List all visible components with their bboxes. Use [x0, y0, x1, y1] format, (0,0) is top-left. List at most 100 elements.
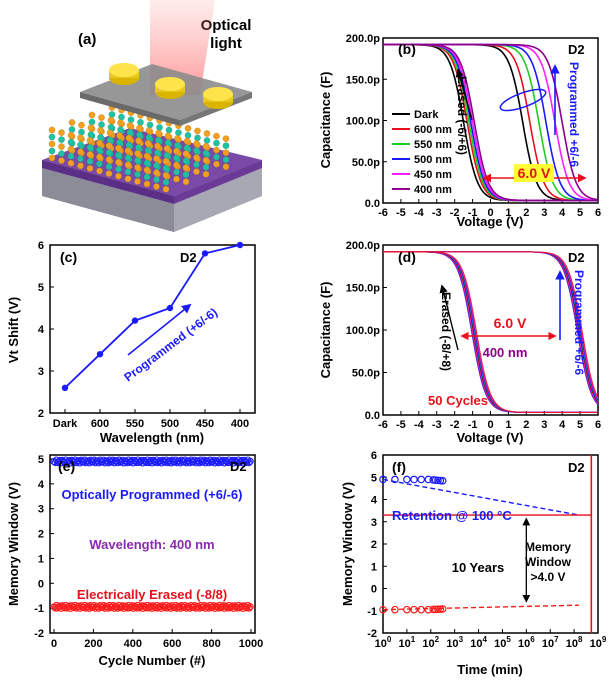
panel-e-y-tick-label: 5	[38, 454, 44, 466]
panel-c-series	[61, 241, 244, 391]
panel-f-x-tick-exponent: 5	[506, 635, 511, 644]
panel-f-programmed-point	[391, 475, 399, 484]
atom	[88, 118, 96, 126]
atom	[194, 134, 201, 142]
atom	[105, 170, 113, 178]
panel-f-programmed-point	[403, 475, 411, 484]
panel-b-erased-annotation: Erased (-6/+6)	[455, 76, 469, 155]
atom	[153, 155, 160, 163]
panel-d-device-label: D2	[568, 250, 585, 265]
panel-b-xlabel: Voltage (V)	[457, 214, 524, 229]
panel-b-x-tick-label: -2	[450, 207, 460, 219]
atom	[182, 157, 190, 165]
panel-c-y-tick-label: 3	[38, 366, 44, 378]
panel-f-erased-point	[434, 605, 442, 613]
atom	[144, 146, 152, 154]
panel-d-x-tick-label: -5	[396, 419, 406, 431]
atom	[48, 147, 56, 155]
atom	[203, 137, 211, 144]
atom	[182, 171, 190, 179]
substrate-front	[42, 168, 174, 232]
panel-f-erased-point	[429, 605, 437, 614]
atom	[163, 145, 171, 152]
panel-f-programmed-extrapolation	[382, 478, 580, 516]
dielectric-layer-top	[42, 128, 262, 196]
panel-c-y-tick-label: 4	[38, 324, 45, 336]
panel-f-programmed-point	[417, 475, 426, 484]
atom	[162, 157, 170, 165]
panel-b-y-tick-label: 150.0p	[346, 74, 381, 86]
panel-d-x-tick-label: 1	[505, 419, 511, 431]
atom	[153, 176, 160, 184]
panel-e-programmed-text: Optically Programmed (+6/-6)	[62, 487, 243, 502]
atom	[68, 126, 76, 133]
gold-electrode	[155, 77, 185, 99]
optical-light-label-line1: Optical	[201, 17, 252, 34]
panel-c-label: (c)	[60, 249, 77, 265]
panel-b-y-tick-label: 0.0	[365, 198, 380, 210]
panel-d-program-curve	[383, 251, 599, 398]
top-gate-plate-side	[180, 92, 252, 126]
panel-b-y-ticks: 0.0 50.0p 100.0p 150.0p 200.0p	[346, 33, 387, 210]
atom	[134, 163, 141, 171]
atom	[87, 131, 95, 139]
panel-e-axes-frame	[49, 454, 256, 634]
panel-d-x-ticks: -6 -5 -4 -3 -2 -1 0 1 2 3 4 5 6	[378, 411, 601, 431]
panel-c-y-tick-label: 6	[38, 240, 44, 252]
atom	[173, 147, 180, 155]
panel-f-y-tick-label: 0	[371, 584, 377, 596]
panel-f-device-label: D2	[568, 460, 585, 475]
atom	[153, 162, 160, 170]
atom	[124, 161, 132, 169]
atom	[86, 150, 94, 158]
panel-f-programmed-point	[379, 475, 387, 484]
panel-b-x-tick-label: 0	[487, 207, 493, 219]
atom	[143, 173, 151, 181]
atom	[135, 137, 142, 145]
panel-f-x-tick-exponent: 1	[411, 635, 416, 644]
panel-d-y-tick-label: 200.0p	[346, 240, 381, 252]
atom	[143, 152, 151, 160]
panel-b-x-ticks: -6 -5 -4 -3 -2 -1 0 1 2 3 4 5 6	[378, 199, 601, 219]
panel-b-x-tick-label: -5	[396, 207, 406, 219]
panel-f-erased-point	[410, 605, 418, 614]
panel-f-erased-point	[391, 605, 399, 614]
panel-e-x-tick-label: 200	[84, 638, 102, 650]
panel-d-x-tick-label: -1	[468, 419, 478, 431]
atom	[58, 129, 65, 137]
atom	[164, 139, 172, 147]
atom	[135, 144, 142, 152]
panel-e-erased-text: Electrically Erased (-8/8)	[77, 587, 227, 602]
atom	[202, 156, 210, 164]
panel-f-programmed-point	[429, 476, 437, 484]
panel-f-x-tick-exponent: 7	[554, 635, 559, 644]
atom	[203, 130, 211, 137]
dielectric-layer-side	[174, 160, 262, 204]
panel-d-x-tick-label: 3	[541, 419, 547, 431]
atom	[174, 134, 181, 142]
panel-f-retention: 100 101 102 103 104 105 106 107 108 109-2-1012345…	[340, 450, 607, 677]
atom	[124, 154, 132, 162]
panel-e-x-tick-label: 0	[51, 638, 57, 650]
atom	[116, 139, 123, 146]
panel-b-curve-group-ellipse	[499, 88, 547, 112]
panel-e-label: (e)	[58, 458, 75, 474]
atom	[165, 126, 173, 134]
atom	[143, 159, 151, 167]
panel-b-ylabel: Capacitance (F)	[318, 72, 333, 169]
panel-c-x-tick-label: 550	[126, 418, 144, 430]
panel-f-y-tick-label: 6	[371, 450, 377, 462]
atom	[202, 149, 210, 157]
panel-b-y-tick-label: 100.0p	[346, 116, 381, 128]
panel-f-x-tick-label: 108	[566, 635, 583, 650]
panel-c-x-tick-label: 400	[231, 418, 249, 430]
panel-e-y-tick-label: 0	[38, 578, 44, 590]
atom	[193, 147, 200, 155]
atom	[193, 168, 200, 176]
panel-d-wavelength-label: 400 nm	[483, 345, 528, 360]
panel-f-window-label-1: Memory	[525, 540, 571, 554]
panel-e-y-tick-label: 1	[38, 553, 44, 565]
panel-c-x-tick-label: Dark	[53, 418, 78, 430]
atom	[213, 139, 220, 147]
